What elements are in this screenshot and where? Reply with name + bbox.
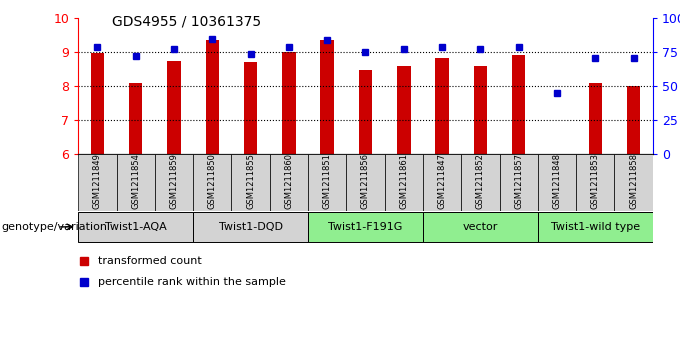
Text: GSM1211860: GSM1211860	[284, 153, 293, 209]
Bar	[167, 61, 181, 154]
Text: GSM1211850: GSM1211850	[208, 153, 217, 209]
FancyBboxPatch shape	[270, 154, 308, 211]
Text: Twist1-F191G: Twist1-F191G	[328, 222, 403, 232]
FancyBboxPatch shape	[538, 154, 576, 211]
Text: GSM1211847: GSM1211847	[438, 153, 447, 209]
FancyBboxPatch shape	[461, 154, 500, 211]
FancyBboxPatch shape	[78, 212, 193, 242]
Bar	[282, 52, 296, 154]
FancyBboxPatch shape	[346, 154, 385, 211]
Bar	[435, 58, 449, 154]
FancyBboxPatch shape	[78, 154, 116, 211]
FancyBboxPatch shape	[231, 154, 270, 211]
FancyBboxPatch shape	[385, 154, 423, 211]
Bar	[589, 83, 602, 154]
Bar	[205, 40, 219, 154]
FancyBboxPatch shape	[423, 212, 538, 242]
Text: Twist1-DQD: Twist1-DQD	[218, 222, 283, 232]
Text: transformed count: transformed count	[99, 256, 202, 266]
Text: GSM1211853: GSM1211853	[591, 153, 600, 209]
Bar	[90, 53, 104, 154]
Text: GSM1211858: GSM1211858	[629, 153, 638, 209]
FancyBboxPatch shape	[308, 212, 423, 242]
Text: GDS4955 / 10361375: GDS4955 / 10361375	[112, 15, 261, 29]
Bar	[129, 83, 142, 154]
Text: GSM1211857: GSM1211857	[514, 153, 523, 209]
Text: GSM1211861: GSM1211861	[399, 153, 408, 209]
Text: GSM1211849: GSM1211849	[93, 153, 102, 209]
Text: GSM1211851: GSM1211851	[323, 153, 332, 209]
Text: vector: vector	[462, 222, 498, 232]
FancyBboxPatch shape	[615, 154, 653, 211]
Text: GSM1211854: GSM1211854	[131, 153, 140, 209]
Bar	[244, 62, 257, 154]
Text: genotype/variation: genotype/variation	[1, 222, 107, 232]
FancyBboxPatch shape	[155, 154, 193, 211]
FancyBboxPatch shape	[308, 154, 346, 211]
Text: GSM1211852: GSM1211852	[476, 153, 485, 209]
Text: GSM1211848: GSM1211848	[553, 153, 562, 209]
FancyBboxPatch shape	[423, 154, 461, 211]
Text: GSM1211855: GSM1211855	[246, 153, 255, 209]
FancyBboxPatch shape	[576, 154, 615, 211]
FancyBboxPatch shape	[538, 212, 653, 242]
Text: Twist1-AQA: Twist1-AQA	[105, 222, 167, 232]
Bar	[627, 86, 641, 154]
FancyBboxPatch shape	[116, 154, 155, 211]
Text: GSM1211856: GSM1211856	[361, 153, 370, 209]
Bar	[474, 66, 487, 154]
FancyBboxPatch shape	[500, 154, 538, 211]
Text: GSM1211859: GSM1211859	[169, 153, 178, 209]
FancyBboxPatch shape	[193, 154, 231, 211]
FancyBboxPatch shape	[193, 212, 308, 242]
Text: percentile rank within the sample: percentile rank within the sample	[99, 277, 286, 287]
Bar	[397, 66, 411, 154]
Text: Twist1-wild type: Twist1-wild type	[551, 222, 640, 232]
Bar	[512, 55, 526, 154]
Bar	[359, 70, 372, 154]
Bar	[320, 40, 334, 154]
